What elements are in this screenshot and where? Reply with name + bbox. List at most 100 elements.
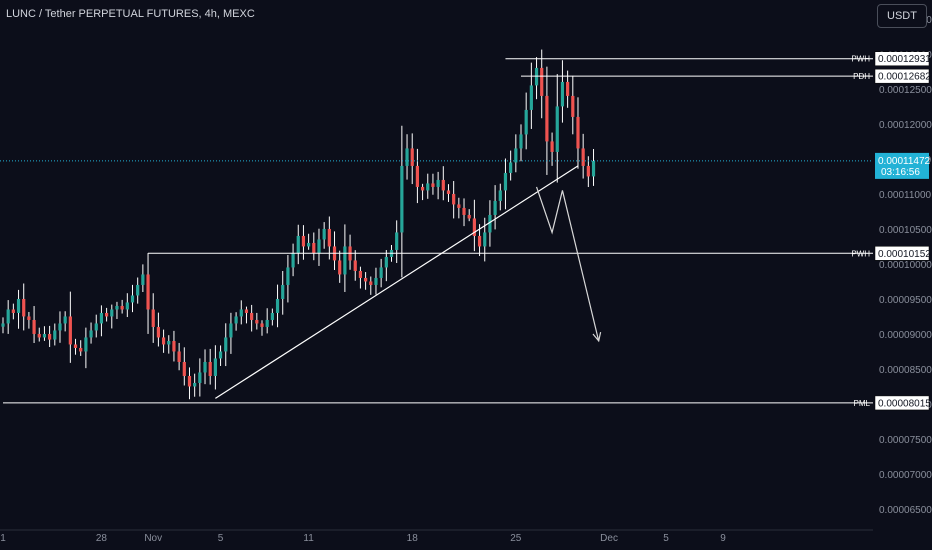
level-pwh[interactable]: PWH 0.00010152 (148, 246, 931, 261)
candle (260, 320, 264, 336)
candle-body-down (244, 309, 249, 313)
candle (462, 198, 466, 227)
candle-body-down (364, 277, 368, 282)
candle-body-up (291, 253, 295, 268)
candle (452, 181, 456, 219)
candle-body-up (483, 232, 487, 247)
candle-body-down (472, 218, 476, 236)
projection-path[interactable] (535, 186, 600, 342)
candle-body-down (358, 270, 363, 278)
price-tick-label: 0.00009000 (879, 330, 932, 341)
candle-body-up (524, 109, 528, 135)
price-tick-label: 0.00007000 (879, 470, 932, 481)
level-price-box (874, 51, 930, 66)
candle-body-down (457, 204, 461, 208)
candle (213, 345, 217, 390)
candle-body-down (415, 165, 419, 187)
candle-body-up (218, 351, 223, 359)
candle-body-up (374, 277, 378, 285)
price-tick-label: 0.00007500 (879, 435, 932, 446)
level-price-label: 0.00012931 (878, 54, 931, 65)
candle (84, 327, 88, 369)
candle-body-up (519, 134, 523, 149)
time-tick-label: Dec (600, 533, 618, 544)
candle (94, 314, 98, 338)
candle-body-down (540, 67, 544, 96)
candle (591, 149, 596, 186)
trendline[interactable] (215, 165, 579, 399)
candle-body-up (384, 256, 388, 268)
time-tick-label: 18 (407, 533, 419, 544)
candle-body-up (136, 284, 140, 296)
candle (151, 293, 155, 343)
currency-button[interactable]: USDT (877, 4, 927, 28)
candle (48, 325, 52, 348)
candle-body-down (446, 190, 451, 194)
price-tick-label: 0.00010500 (879, 225, 932, 236)
time-axis[interactable]: 1 28 Nov 5 11 18 25 Dec 5 9 (0, 533, 726, 544)
price-tick-label: 0.00012000 (879, 120, 932, 131)
candle-body-down (477, 235, 482, 247)
candle-body-down (161, 337, 166, 345)
current-price-box (875, 152, 929, 179)
candle-body-up (99, 312, 104, 324)
candle (327, 216, 331, 260)
level-price-label: 0.00008015 (878, 398, 931, 409)
candle-body-up (84, 337, 88, 352)
candle (224, 323, 228, 367)
candle-body-down (452, 193, 456, 205)
candle-body-down (255, 319, 259, 324)
candle (63, 311, 67, 332)
candle (125, 293, 129, 318)
candle-body-down (260, 323, 264, 327)
candle (265, 308, 269, 334)
candle (374, 267, 378, 295)
candle (296, 224, 300, 265)
candle-body-down (550, 141, 554, 152)
candle-body-down (327, 228, 331, 247)
time-tick-label: 5 (218, 533, 224, 544)
candle (218, 345, 223, 366)
price-tick-label: 0.00009500 (879, 295, 932, 306)
candle-body-up (239, 309, 243, 317)
candle-body-down (420, 186, 425, 191)
candle-body-down (441, 179, 445, 191)
candle-body-down (338, 260, 342, 275)
candle (167, 335, 171, 354)
candle-body-up (498, 190, 502, 201)
candle-body-up (591, 161, 596, 177)
level-pdh[interactable]: PDH 0.00012682 (521, 68, 931, 84)
time-tick-label: 11 (303, 533, 314, 544)
candle-body-up (286, 267, 290, 285)
level-price-label: 0.00012682 (878, 72, 931, 83)
candle (37, 327, 41, 342)
candle-body-down (571, 95, 575, 117)
level-price-box (874, 68, 930, 84)
candle-body-up (281, 284, 285, 299)
candle-body-down (32, 319, 36, 334)
time-tick-label: 28 (96, 533, 108, 544)
level-pml[interactable]: PML 0.00008015 (3, 395, 931, 411)
candle (384, 249, 388, 282)
candle (493, 185, 497, 230)
level-price-box (874, 395, 930, 411)
candle-body-down (182, 361, 186, 376)
candle-body-up (275, 298, 280, 313)
level-pwh[interactable]: PWH 0.00012931 (505, 51, 931, 66)
candle (73, 338, 78, 355)
price-tick-label: 0.00006500 (879, 505, 932, 516)
price-axis[interactable]: 0.000135000.000130000.000125000.00012000… (879, 15, 932, 516)
candle (239, 300, 243, 325)
candle-body-up (234, 316, 238, 324)
candle (244, 306, 249, 324)
candle (250, 304, 254, 332)
candle (177, 342, 181, 371)
candle-body-up (488, 214, 492, 233)
candle-body-up (53, 330, 57, 340)
candle (291, 243, 295, 277)
candle-body-up (229, 323, 233, 338)
candle-body-down (369, 281, 373, 285)
candle (110, 304, 114, 329)
